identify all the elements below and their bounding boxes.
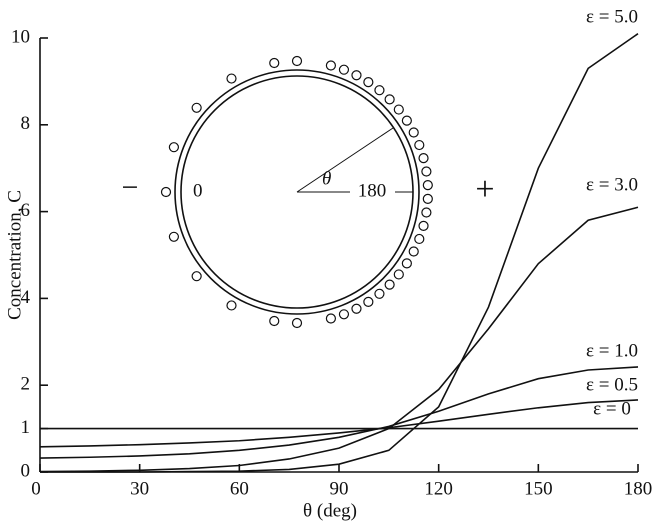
x-tick-label: 120: [424, 478, 453, 499]
ion: [374, 288, 385, 299]
series-line: [40, 33, 639, 473]
ion: [226, 73, 237, 84]
minus-pole: −: [122, 171, 139, 204]
x-axis-label: θ (deg): [303, 500, 357, 521]
y-tick-label: 6: [21, 200, 31, 221]
x-tick-label: 90: [330, 478, 349, 499]
ion: [384, 279, 395, 290]
series-label: ε = 0.5: [586, 374, 638, 395]
angle-label: 180: [358, 180, 387, 201]
ion: [393, 104, 404, 115]
ion: [418, 152, 429, 164]
series-label: ε = 3.0: [586, 174, 638, 195]
ion: [422, 193, 433, 204]
ion: [191, 102, 202, 113]
ion: [269, 57, 280, 69]
y-tick-label: 0: [21, 460, 31, 481]
series-line: [39, 399, 639, 448]
ion: [363, 77, 374, 88]
y-tick-label: 4: [21, 287, 31, 308]
ion: [325, 313, 337, 324]
series-label: ε = 0: [593, 398, 631, 419]
ion: [421, 207, 432, 218]
ion: [363, 296, 374, 307]
ion: [422, 180, 433, 191]
particle: [174, 69, 420, 315]
angle-label: 0: [193, 180, 203, 201]
ion: [338, 64, 350, 75]
ion: [401, 115, 412, 126]
series-label: ε = 1.0: [586, 340, 638, 361]
theta-label: θ: [322, 168, 331, 189]
x-tick-label: 180: [624, 478, 653, 499]
x-tick-label: 0: [31, 478, 41, 499]
ion: [401, 258, 412, 269]
y-tick-label: 10: [11, 26, 30, 47]
series-line: [39, 366, 639, 459]
ion: [414, 233, 425, 245]
ion: [168, 231, 180, 242]
radius: [296, 127, 394, 193]
ion: [168, 142, 180, 153]
ion: [291, 317, 303, 329]
series-label: ε = 5.0: [586, 6, 638, 27]
x-tick-label: 30: [130, 478, 149, 499]
ions: [160, 55, 433, 329]
ion: [421, 166, 432, 177]
ion: [408, 246, 419, 257]
y-axis-label: Concentration, C: [4, 190, 25, 320]
ion: [414, 139, 425, 151]
ion: [374, 85, 385, 96]
ion: [408, 127, 419, 138]
ion: [160, 186, 172, 198]
ion: [351, 303, 362, 314]
x-tick-label: 150: [524, 478, 553, 499]
x-tick-label: 60: [230, 478, 249, 499]
ion: [351, 70, 362, 81]
ion: [384, 94, 395, 105]
y-tick-label: 8: [21, 113, 31, 134]
ion: [393, 269, 404, 280]
y-tick-label: 1: [21, 417, 31, 438]
ion: [269, 315, 280, 327]
ion: [418, 220, 429, 232]
inset: 0 180 θ − +: [122, 55, 495, 329]
ion: [338, 309, 350, 320]
y-tick-label: 2: [21, 374, 31, 395]
series-line: [39, 206, 639, 473]
ion: [226, 300, 237, 311]
ion: [291, 55, 303, 67]
ion: [325, 60, 337, 71]
plus-pole: +: [475, 171, 494, 208]
ion: [191, 271, 202, 282]
